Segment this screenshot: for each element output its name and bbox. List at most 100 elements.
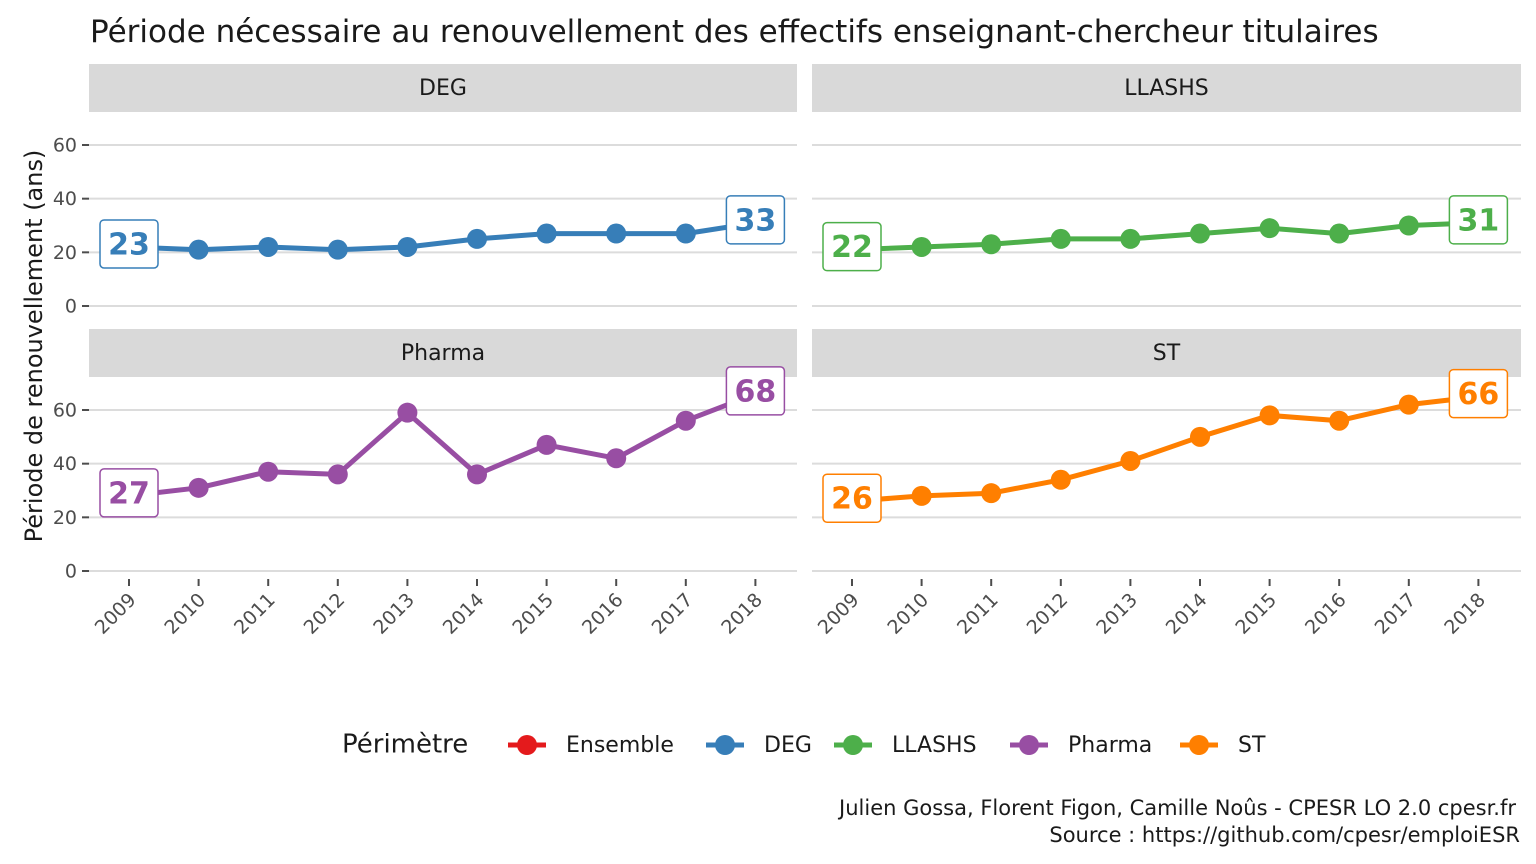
y-tick-label-deg-0: 0 — [65, 296, 77, 318]
data-label-box — [99, 468, 159, 518]
data-point-pharma-2015 — [536, 434, 557, 455]
series-line-deg — [128, 220, 756, 253]
data-point-llashs-2011 — [981, 234, 1002, 255]
legend-entry-llashs: LLASHS — [834, 733, 977, 758]
facet-strip-pharma — [89, 329, 797, 377]
data-label-st-2018: 66 — [1448, 368, 1509, 419]
facet-pharma: Pharma 0 20 40 60 2009 2010 2011 2012 2013 2014 201… — [53, 329, 797, 639]
y-tick-label-pharma-60: 60 — [53, 400, 77, 422]
data-point-st-2016 — [1329, 410, 1350, 431]
data-point-st-2012 — [1050, 469, 1071, 490]
legend-label: LLASHS — [892, 733, 977, 758]
caption: Julien Gossa, Florent Figon, Camille Noû… — [837, 796, 1520, 847]
data-label-box — [822, 473, 882, 523]
facet-llashs: LLASHS 22 31 — [812, 64, 1521, 307]
data-point-llashs-2013 — [1120, 228, 1141, 249]
data-point-pharma-2011 — [258, 461, 279, 482]
facet-st: ST 2009 2010 2011 2012 2013 2014 2015 2016 2017 20… — [812, 329, 1521, 639]
x-tick-label-pharma-2014: 2014 — [439, 589, 489, 639]
data-point-st-2013 — [1120, 450, 1141, 471]
x-tick-label-pharma-2018: 2018 — [717, 589, 767, 639]
caption-source: Source : https://github.com/cpesr/emploi… — [1049, 823, 1520, 847]
data-label-box — [1448, 368, 1509, 419]
data-label-llashs-2009: 22 — [822, 221, 882, 272]
data-point-llashs-2010 — [911, 236, 932, 257]
facet-strip-st — [812, 329, 1521, 377]
y-axis-label: Période de renouvellement (ans) — [20, 150, 48, 543]
data-point-llashs-2016 — [1329, 223, 1350, 244]
legend-key-point — [1189, 735, 1209, 755]
legend-entry-ensemble: Ensemble — [508, 733, 674, 758]
data-point-deg-2014 — [467, 228, 487, 249]
data-point-llashs-2014 — [1190, 223, 1210, 244]
x-tick-label-st-2011: 2011 — [953, 589, 1003, 639]
data-label-text: 66 — [1458, 377, 1500, 412]
data-point-pharma-2017 — [675, 410, 696, 431]
data-label-text: 23 — [108, 227, 150, 262]
y-tick-label-pharma-0: 0 — [65, 561, 77, 583]
facet-strip-label-deg: DEG — [419, 76, 467, 101]
data-point-pharma-2014 — [467, 464, 487, 485]
x-tick-label-st-2014: 2014 — [1162, 589, 1212, 639]
x-tick-label-st-2018: 2018 — [1440, 589, 1490, 639]
data-label-text: 68 — [735, 374, 777, 409]
data-point-pharma-2013 — [397, 402, 418, 423]
data-label-box — [1448, 195, 1509, 245]
x-tick-label-pharma-2016: 2016 — [578, 589, 628, 639]
series-line-st — [851, 394, 1479, 504]
data-point-st-2011 — [981, 483, 1002, 504]
data-point-deg-2011 — [258, 236, 279, 257]
data-label-text: 22 — [831, 230, 873, 265]
y-tick-label-deg-20: 20 — [53, 242, 77, 264]
x-tick-label-st-2017: 2017 — [1371, 589, 1421, 639]
data-point-deg-2016 — [606, 223, 627, 244]
data-point-st-2014 — [1190, 426, 1210, 447]
x-tick-label-pharma-2017: 2017 — [648, 589, 698, 639]
series-line-llashs — [851, 220, 1479, 253]
data-point-deg-2010 — [188, 239, 209, 260]
data-label-pharma-2009: 27 — [99, 468, 159, 518]
data-label-llashs-2018: 31 — [1448, 195, 1509, 245]
legend-title: Périmètre — [342, 730, 468, 760]
x-tick-label-st-2009: 2009 — [814, 589, 864, 639]
legend-label: ST — [1238, 733, 1266, 758]
data-label-text: 27 — [108, 476, 150, 511]
data-label-box — [725, 195, 786, 245]
data-point-llashs-2012 — [1050, 228, 1071, 249]
data-label-pharma-2018: 68 — [725, 366, 786, 416]
series-line-pharma — [128, 391, 757, 499]
legend-label: Ensemble — [566, 733, 674, 758]
x-tick-label-st-2013: 2013 — [1092, 589, 1142, 639]
data-point-deg-2017 — [675, 223, 696, 244]
data-label-deg-2018: 33 — [725, 195, 786, 245]
data-point-st-2010 — [911, 485, 932, 506]
data-point-st-2017 — [1398, 394, 1419, 415]
legend-key-point — [1019, 735, 1039, 755]
data-label-box — [99, 219, 159, 269]
caption-credits: Julien Gossa, Florent Figon, Camille Noû… — [837, 796, 1516, 820]
legend-entry-deg: DEG — [706, 733, 812, 758]
y-tick-label-deg-60: 60 — [53, 135, 77, 157]
data-point-deg-2013 — [397, 236, 418, 257]
legend: Périmètre Ensemble DEG LLASHS Pharma ST — [342, 730, 1266, 760]
data-label-deg-2009: 23 — [99, 219, 159, 269]
y-tick-label-pharma-20: 20 — [53, 507, 77, 529]
facet-strip-deg — [89, 64, 797, 112]
data-point-pharma-2012 — [327, 464, 348, 485]
x-tick-label-st-2015: 2015 — [1231, 589, 1281, 639]
legend-entry-st: ST — [1180, 733, 1266, 758]
data-label-text: 31 — [1458, 203, 1500, 238]
chart-title: Période nécessaire au renouvellement des… — [90, 14, 1379, 50]
legend-key-point — [517, 735, 537, 755]
data-label-box — [822, 221, 882, 272]
y-tick-label-pharma-40: 40 — [53, 453, 77, 475]
legend-entry-pharma: Pharma — [1010, 733, 1152, 758]
x-tick-label-pharma-2012: 2012 — [300, 589, 350, 639]
x-tick-label-st-2016: 2016 — [1301, 589, 1351, 639]
data-point-pharma-2016 — [606, 448, 627, 469]
facet-strip-label-pharma: Pharma — [401, 341, 485, 366]
x-tick-label-pharma-2011: 2011 — [230, 589, 280, 639]
data-label-st-2009: 26 — [822, 473, 882, 523]
facet-strip-llashs — [812, 64, 1521, 112]
